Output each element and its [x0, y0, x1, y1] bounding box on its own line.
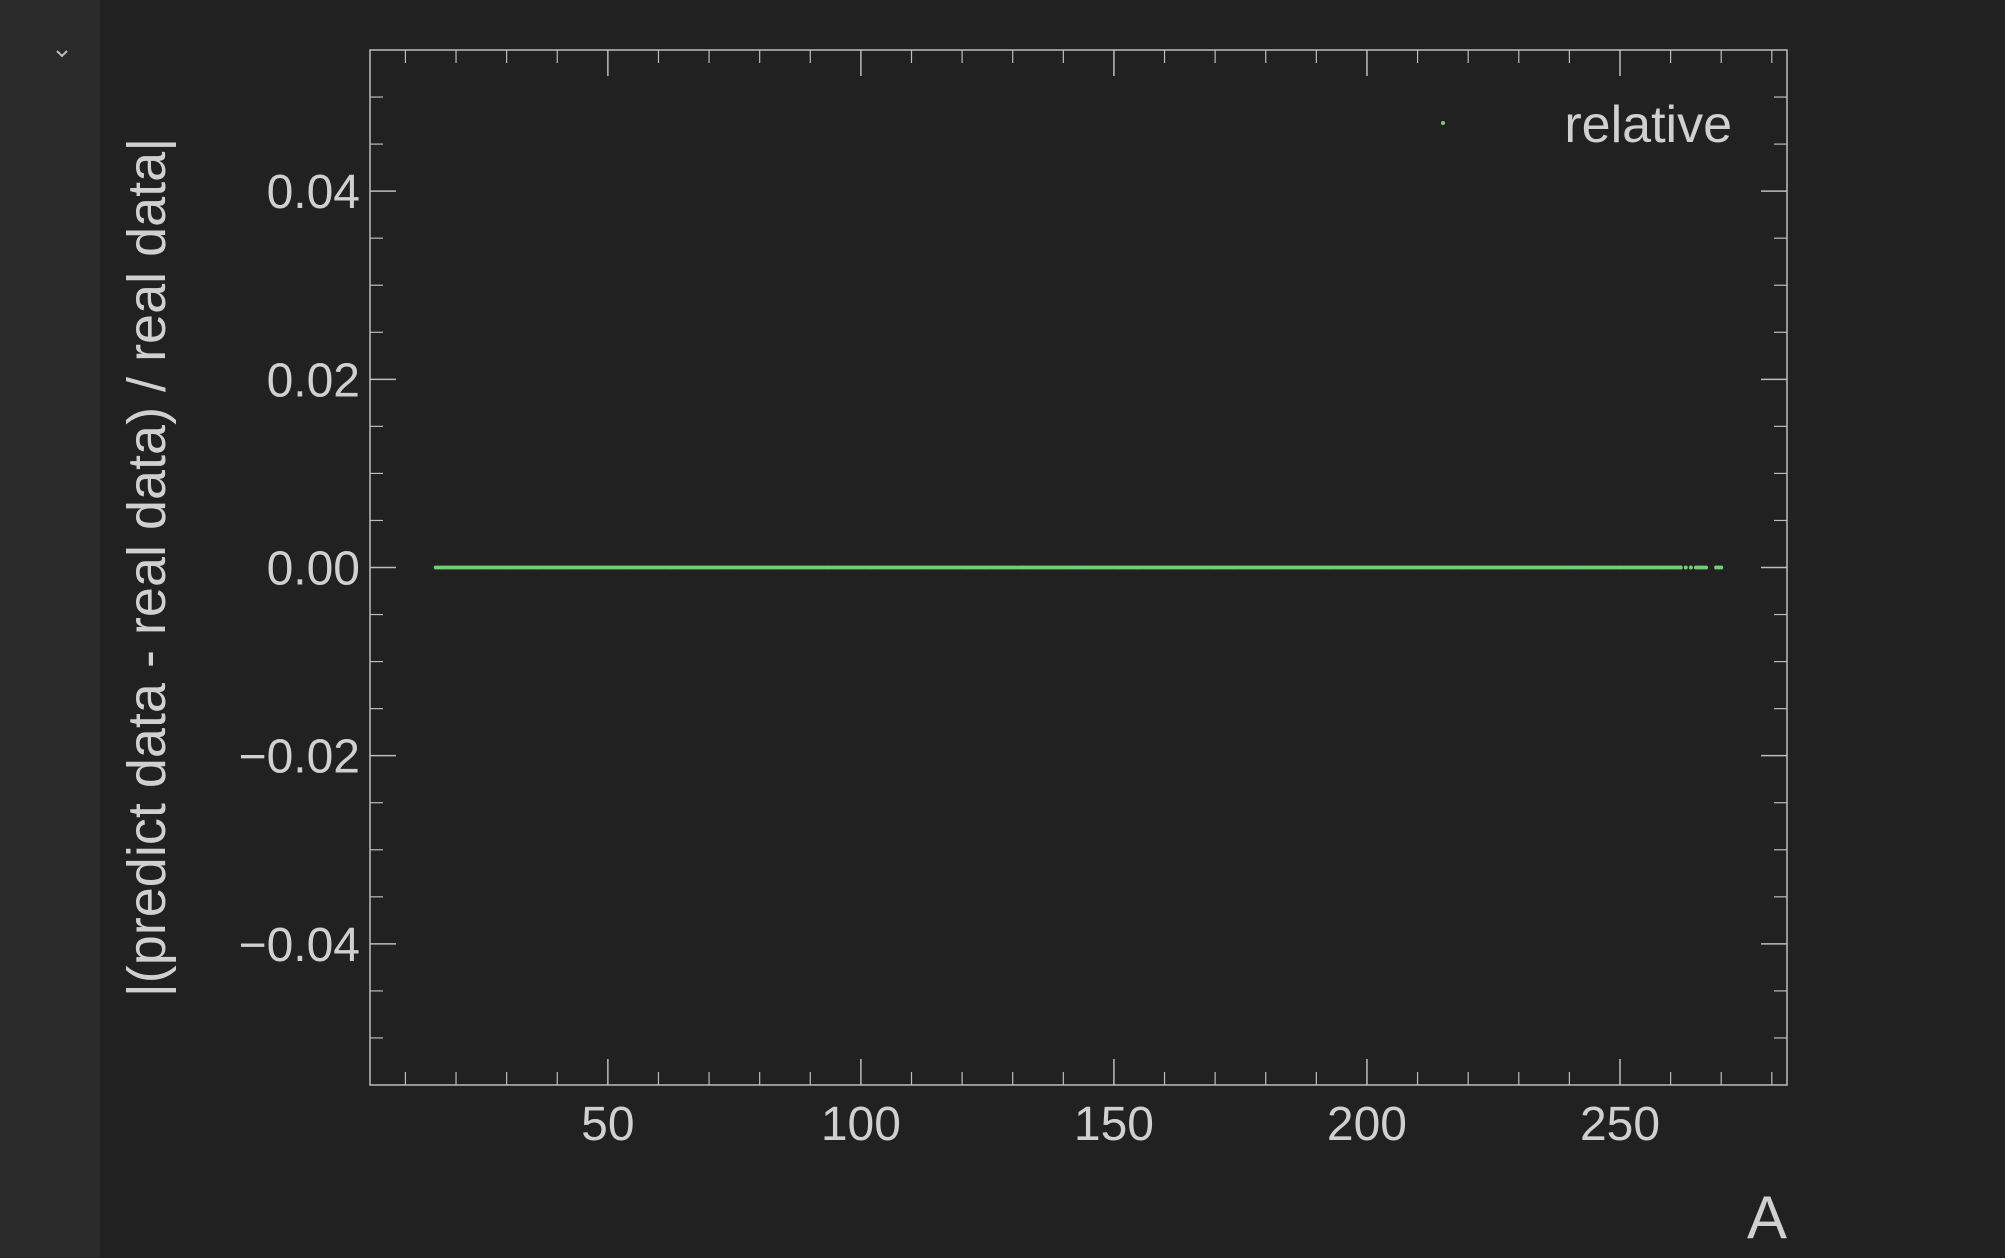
y-tick-label: −0.04 — [239, 919, 360, 972]
collapse-toggle[interactable] — [52, 44, 72, 64]
data-point — [1678, 565, 1683, 570]
x-tick-label: 100 — [821, 1098, 901, 1151]
x-tick-label: 150 — [1074, 1098, 1154, 1151]
x-tick-label: 50 — [581, 1098, 634, 1151]
x-tick-label: 200 — [1327, 1098, 1407, 1151]
y-axis-label: |(predict data - real data) / real data| — [117, 138, 177, 998]
y-tick-label: −0.02 — [239, 731, 360, 784]
y-tick-label: 0.00 — [267, 543, 360, 596]
data-point — [1683, 565, 1688, 570]
data-point — [1688, 565, 1693, 570]
y-tick-label: 0.04 — [267, 166, 360, 219]
axis-labels: |(predict data - real data) / real data|… — [117, 138, 1787, 1251]
axis-ticks: 50 100 150 200 250 −0.04 −0.02 0.00 0.02 0.04 — [239, 50, 1787, 1151]
output-gutter — [0, 0, 100, 1258]
plot-area: 50 100 150 200 250 −0.04 −0.02 0.00 0.02 0.04 |(p… — [100, 0, 2005, 1258]
scatter-chart: 50 100 150 200 250 −0.04 −0.02 0.00 0.02 0.04 |(p… — [117, 49, 1788, 1251]
legend: relative — [1441, 96, 1732, 154]
legend-marker-relative — [1441, 121, 1445, 125]
data-point — [1719, 565, 1724, 570]
chevron-down-icon — [56, 50, 68, 58]
data-points — [433, 565, 1724, 570]
x-tick-label: 250 — [1580, 1098, 1660, 1151]
y-tick-label: 0.02 — [267, 354, 360, 407]
legend-label-relative: relative — [1564, 96, 1732, 154]
x-axis-label: A — [1747, 1184, 1787, 1251]
data-point — [1704, 565, 1709, 570]
